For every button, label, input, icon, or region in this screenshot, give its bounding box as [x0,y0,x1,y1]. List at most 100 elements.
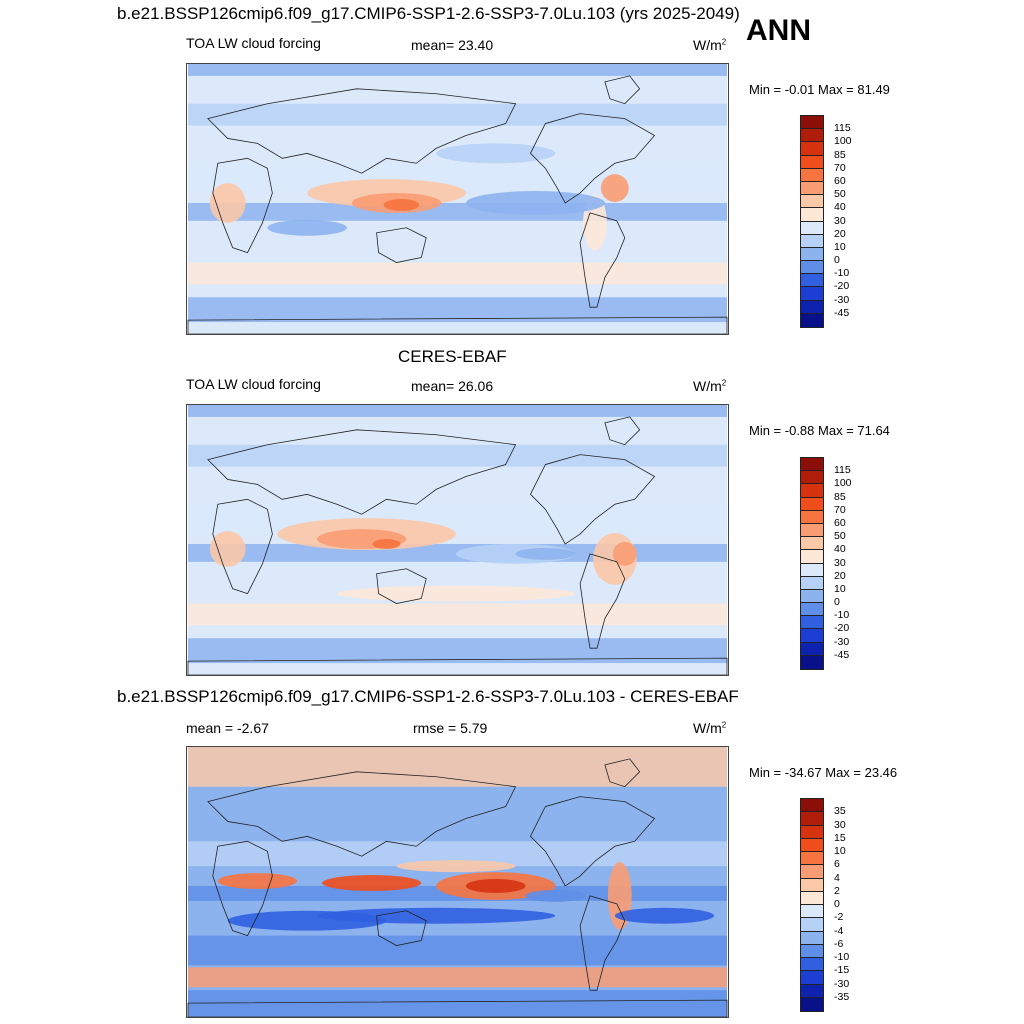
colorbar-tick-label: 15 [834,831,846,844]
colorbar-tick-label: -2 [834,911,844,924]
colorbar-swatch [801,155,823,169]
colorbar-tick-label: -10 [834,951,850,963]
colorbar-swatch [801,852,823,866]
colorbar-swatch [801,523,823,538]
colorbar-swatch [801,655,823,669]
panel1-map [186,63,729,335]
colorbar-swatch [801,971,823,985]
colorbar-tick-label: 115 [834,122,851,135]
colorbar-swatch [801,537,823,551]
colorbar-swatch [801,484,823,498]
colorbar-swatch [801,629,823,643]
panel1-units: W/m2 [693,37,727,53]
colorbar-swatch [801,931,823,945]
colorbar-tick-label: -45 [834,306,850,319]
colorbar-swatch [801,181,823,196]
plot-title-model: b.e21.BSSP126cmip6.f09_g17.CMIP6-SSP1-2.… [117,4,740,23]
colorbar-swatch [801,825,823,839]
panel2-variable: TOA LW cloud forcing [186,376,321,392]
colorbar-tick-label: 6 [834,858,840,871]
panel1-colorbar [800,115,824,328]
panel2-units: W/m2 [693,378,727,394]
colorbar-swatch [801,274,823,288]
panel1-minmax: Min = -0.01 Max = 81.49 [749,82,890,97]
colorbar-swatch [801,865,823,879]
colorbar-tick-label: -10 [834,267,850,280]
colorbar-tick-label: 60 [834,174,846,187]
colorbar-tick-label: 40 [834,201,846,214]
colorbar-tick-label: 10 [834,582,846,595]
colorbar-swatch [801,195,823,209]
colorbar-swatch [801,313,823,327]
colorbar-tick-label: 4 [834,871,840,884]
colorbar-swatch [801,116,823,130]
colorbar-swatch [801,799,823,813]
colorbar-swatch [801,616,823,630]
panel3-units: W/m2 [693,720,727,736]
colorbar-tick-label: 85 [834,490,846,503]
panel3-mean: mean = -2.67 [186,720,269,736]
colorbar-tick-label: -4 [834,924,844,937]
colorbar-swatch [801,129,823,143]
colorbar-tick-label: 30 [834,556,846,569]
colorbar-swatch [801,944,823,958]
colorbar-swatch [801,497,823,511]
colorbar-tick-label: 70 [834,503,846,516]
colorbar-tick-label: 100 [834,477,852,490]
map-field [187,405,728,675]
colorbar-tick-label: 10 [834,845,846,857]
colorbar-swatch [801,589,823,604]
colorbar-swatch [801,142,823,156]
colorbar-swatch [801,997,823,1011]
panel3-colorbar [800,798,824,1012]
colorbar-tick-label: 60 [834,516,846,529]
colorbar-swatch [801,838,823,852]
colorbar-tick-label: -20 [834,280,850,293]
colorbar-swatch [801,958,823,972]
colorbar-swatch [801,603,823,617]
colorbar-swatch [801,300,823,314]
colorbar-swatch [801,221,823,235]
map-field [187,64,728,334]
plot-title-obs: CERES-EBAF [398,347,507,366]
season-label: ANN [746,14,811,47]
panel2-minmax: Min = -0.88 Max = 71.64 [749,423,890,438]
colorbar-swatch [801,905,823,919]
colorbar-tick-label: 20 [834,227,846,240]
colorbar-swatch [801,510,823,524]
colorbar-swatch [801,878,823,892]
colorbar-tick-label: -35 [834,990,850,1003]
colorbar-swatch [801,891,823,905]
colorbar-tick-label: -30 [834,977,850,990]
colorbar-tick-label: 70 [834,161,846,174]
colorbar-tick-label: -30 [834,293,850,306]
colorbar-tick-label: -30 [834,635,850,648]
colorbar-tick-label: 0 [834,596,840,609]
colorbar-tick-label: -6 [834,937,844,950]
colorbar-tick-label: 35 [834,805,846,818]
colorbar-swatch [801,247,823,262]
map-field [187,747,728,1017]
colorbar-tick-label: 20 [834,569,846,582]
colorbar-swatch [801,208,823,222]
colorbar-tick-label: -15 [834,964,850,977]
colorbar-tick-label: 0 [834,898,840,910]
colorbar-tick-label: -10 [834,609,850,622]
colorbar-swatch [801,458,823,472]
colorbar-tick-label: 40 [834,543,846,556]
colorbar-tick-label: 2 [834,884,840,897]
colorbar-tick-label: 85 [834,148,846,161]
panel3-minmax: Min = -34.67 Max = 23.46 [749,765,898,780]
colorbar-tick-label: 50 [834,530,846,543]
colorbar-tick-label: 50 [834,188,846,201]
colorbar-swatch [801,287,823,301]
colorbar-swatch [801,918,823,932]
panel2-mean: mean= 26.06 [411,378,494,394]
colorbar-tick-label: -20 [834,622,850,635]
colorbar-swatch [801,576,823,590]
panel1-mean: mean= 23.40 [411,37,494,53]
panel2-colorbar [800,457,824,670]
colorbar-swatch [801,563,823,577]
colorbar-tick-label: 0 [834,254,840,267]
colorbar-swatch [801,812,823,826]
